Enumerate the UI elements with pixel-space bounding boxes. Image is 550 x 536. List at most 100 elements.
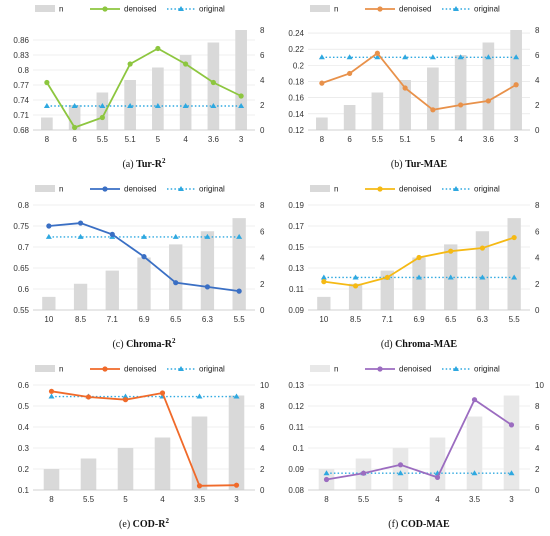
panel-a: 0.68 0.71 0.74 0.77 0.8 0.83 0.86 0 2 4 6 8 8 6 5.5 5.1…	[13, 5, 265, 171]
right-tick-label: 6	[260, 227, 265, 236]
right-tick-label: 10	[260, 381, 269, 390]
legend-label-n: n	[59, 365, 63, 374]
original-point	[374, 54, 381, 60]
original-point	[346, 54, 353, 60]
x-tick-label: 6	[72, 135, 77, 144]
denoised-point	[122, 397, 129, 403]
denoised-point	[397, 462, 404, 468]
bar-n	[316, 117, 328, 130]
x-tick-label: 6.9	[138, 315, 150, 324]
left-tick-label: 0.77	[13, 81, 29, 90]
x-tick-label: 3.6	[208, 135, 220, 144]
denoised-point	[513, 82, 519, 88]
left-tick-label: 0.16	[288, 94, 304, 103]
bar-n	[232, 218, 246, 310]
right-tick-label: 4	[535, 76, 540, 85]
right-tick-label: 2	[535, 280, 540, 289]
denoised-point	[319, 80, 325, 86]
bar-n	[105, 270, 119, 310]
panel-caption: (c) Chroma-R2	[112, 337, 176, 350]
x-tick-label: 3	[234, 495, 239, 504]
x-tick-label: 8	[324, 495, 329, 504]
x-tick-label: 6.3	[477, 315, 489, 324]
legend: n denoised original	[310, 185, 500, 194]
right-tick-label: 8	[260, 402, 265, 411]
left-tick-label: 0.2	[293, 61, 305, 70]
x-tick-label: 7.1	[382, 315, 394, 324]
bar-n	[42, 296, 56, 310]
original-point	[447, 274, 454, 280]
right-tick-label: 6	[535, 423, 540, 432]
denoised-point	[155, 45, 161, 52]
denoised-point	[448, 248, 454, 254]
original-point	[479, 274, 486, 280]
bar-n	[96, 92, 109, 130]
x-tick-label: 6.3	[202, 315, 214, 324]
panel-caption: (b) Tur-MAE	[391, 159, 448, 170]
left-tick-label: 0.09	[288, 465, 304, 474]
original-point	[196, 393, 203, 399]
legend-label-n: n	[334, 5, 338, 14]
left-tick-label: 0.24	[288, 29, 304, 38]
denoised-point	[508, 422, 515, 428]
right-tick-label: 2	[535, 101, 540, 110]
original-point	[352, 274, 359, 280]
bar-n	[68, 105, 81, 130]
panel-d: 0.09 0.11 0.13 0.15 0.17 0.19 0 2 4 6 8 10 8.5 7.1 6.9…	[288, 185, 540, 351]
denoised-point	[458, 102, 464, 108]
x-tick-label: 5	[123, 495, 128, 504]
x-tick-label: 4	[183, 135, 188, 144]
original-point	[320, 274, 327, 280]
left-tick-label: 0.11	[289, 285, 305, 294]
denoised-point	[141, 254, 147, 260]
left-tick-label: 0.14	[288, 110, 304, 119]
x-tick-label: 8.5	[350, 315, 362, 324]
legend-label-denoised: denoised	[399, 365, 431, 374]
x-tick-label: 3	[509, 495, 514, 504]
bar-n	[392, 448, 409, 490]
x-tick-label: 3.5	[194, 495, 206, 504]
bar-n	[41, 117, 53, 130]
denoised-point	[44, 79, 50, 86]
caption-label: (f)	[388, 519, 401, 530]
x-tick-label: 8.5	[75, 315, 87, 324]
bar-n	[454, 55, 467, 130]
bar-n	[507, 218, 521, 310]
original-point	[511, 274, 518, 280]
panel-e: 0.1 0.2 0.3 0.4 0.5 0.6 0 2 4 6 8 10 8 5.5 5 4 3.5 3 n deno…	[18, 365, 270, 531]
x-tick-label: 4	[160, 495, 165, 504]
left-tick-label: 0.65	[13, 264, 29, 273]
x-tick-label: 5.5	[372, 135, 384, 144]
denoised-point	[323, 476, 330, 483]
legend-label-n: n	[59, 5, 63, 14]
x-tick-label: 4	[458, 135, 463, 144]
x-tick-label: 3.6	[483, 135, 495, 144]
denoised-point	[384, 274, 390, 281]
right-tick-label: 8	[260, 201, 265, 210]
bar-n	[412, 257, 426, 310]
denoised-point	[85, 394, 92, 400]
left-tick-label: 0.1	[18, 486, 30, 495]
legend: n denoised original	[35, 365, 225, 374]
denoised-point	[99, 114, 105, 121]
right-tick-label: 6	[535, 51, 540, 60]
original-point	[402, 54, 409, 60]
legend-label-denoised: denoised	[124, 365, 156, 374]
x-tick-label: 3.5	[469, 495, 481, 504]
right-tick-label: 10	[535, 381, 544, 390]
bar-n	[191, 416, 208, 490]
legend-label-denoised: denoised	[124, 185, 156, 194]
right-tick-label: 4	[535, 444, 540, 453]
denoised-point	[360, 470, 367, 476]
bar-n	[371, 92, 384, 130]
denoised-point	[479, 245, 486, 251]
x-tick-label: 10	[44, 315, 53, 324]
legend-label-n: n	[59, 185, 63, 194]
right-tick-label: 8	[535, 402, 540, 411]
right-tick-label: 0	[535, 306, 540, 315]
denoised-point	[183, 61, 189, 67]
left-tick-label: 0.86	[13, 36, 29, 45]
denoised-point	[46, 223, 52, 229]
right-tick-label: 2	[260, 465, 265, 474]
